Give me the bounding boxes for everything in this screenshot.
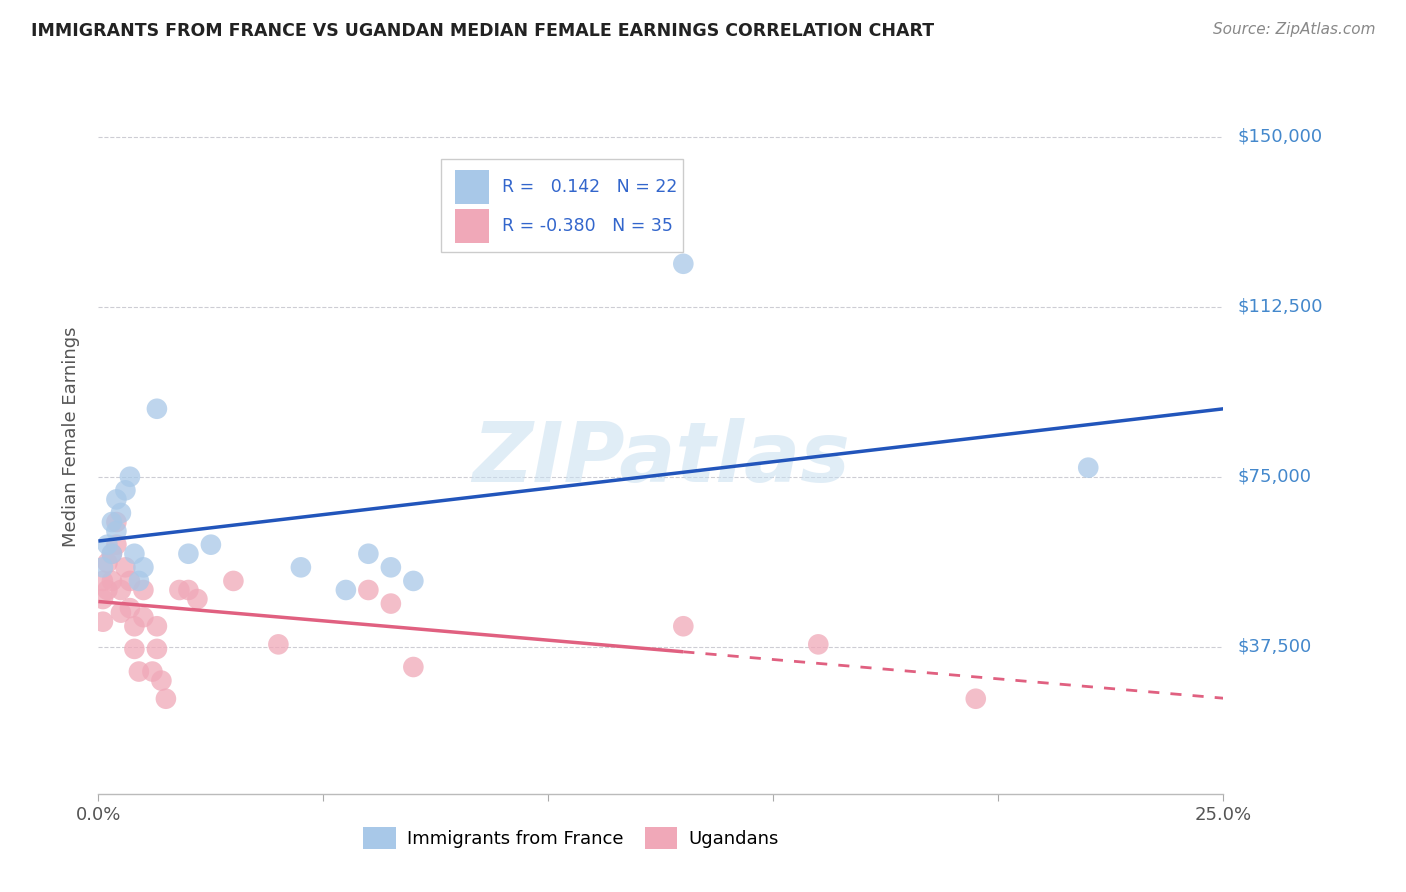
Point bbox=[105, 538, 128, 552]
Point bbox=[380, 597, 402, 611]
Point bbox=[91, 615, 114, 629]
Point bbox=[110, 506, 132, 520]
Point bbox=[169, 582, 191, 597]
Point bbox=[128, 665, 150, 679]
Point bbox=[132, 582, 155, 597]
Text: R =   0.142   N = 22: R = 0.142 N = 22 bbox=[502, 178, 678, 196]
Legend: Immigrants from France, Ugandans: Immigrants from France, Ugandans bbox=[356, 820, 786, 856]
Point bbox=[118, 574, 141, 588]
Point bbox=[177, 547, 200, 561]
Text: Source: ZipAtlas.com: Source: ZipAtlas.com bbox=[1212, 22, 1375, 37]
Point bbox=[91, 592, 114, 607]
Y-axis label: Median Female Earnings: Median Female Earnings bbox=[62, 326, 80, 548]
Point bbox=[110, 606, 132, 620]
Point bbox=[110, 582, 132, 597]
Point bbox=[132, 610, 155, 624]
Text: $112,500: $112,500 bbox=[1237, 298, 1323, 316]
Point bbox=[132, 560, 155, 574]
Point bbox=[186, 592, 208, 607]
Point bbox=[672, 257, 695, 271]
Point bbox=[290, 560, 312, 574]
Point bbox=[380, 560, 402, 574]
Point bbox=[96, 538, 118, 552]
Point bbox=[222, 574, 245, 588]
Point bbox=[402, 660, 425, 674]
Point bbox=[101, 515, 124, 529]
Text: IMMIGRANTS FROM FRANCE VS UGANDAN MEDIAN FEMALE EARNINGS CORRELATION CHART: IMMIGRANTS FROM FRANCE VS UGANDAN MEDIAN… bbox=[31, 22, 934, 40]
Point bbox=[101, 547, 124, 561]
Point bbox=[150, 673, 173, 688]
Point bbox=[200, 538, 222, 552]
Point bbox=[335, 582, 357, 597]
Point bbox=[118, 601, 141, 615]
Point bbox=[807, 637, 830, 651]
Point bbox=[101, 574, 124, 588]
Point bbox=[114, 560, 136, 574]
FancyBboxPatch shape bbox=[441, 159, 683, 252]
Point bbox=[124, 641, 146, 656]
Point bbox=[91, 560, 114, 574]
FancyBboxPatch shape bbox=[456, 210, 489, 243]
Text: $37,500: $37,500 bbox=[1237, 638, 1312, 656]
Point bbox=[124, 547, 146, 561]
Point bbox=[105, 492, 128, 507]
Text: $75,000: $75,000 bbox=[1237, 467, 1312, 486]
Point bbox=[146, 641, 169, 656]
Point bbox=[141, 665, 163, 679]
Point bbox=[177, 582, 200, 597]
Point bbox=[267, 637, 290, 651]
Text: ZIPatlas: ZIPatlas bbox=[472, 418, 849, 499]
Point bbox=[155, 691, 177, 706]
Point bbox=[101, 547, 124, 561]
Point bbox=[357, 582, 380, 597]
Text: R = -0.380   N = 35: R = -0.380 N = 35 bbox=[502, 218, 673, 235]
Point bbox=[965, 691, 987, 706]
Point bbox=[118, 469, 141, 483]
Point bbox=[402, 574, 425, 588]
Point bbox=[96, 582, 118, 597]
FancyBboxPatch shape bbox=[456, 170, 489, 203]
Text: $150,000: $150,000 bbox=[1237, 128, 1322, 146]
Point bbox=[96, 556, 118, 570]
Point bbox=[146, 401, 169, 416]
Point bbox=[1077, 460, 1099, 475]
Point bbox=[357, 547, 380, 561]
Point bbox=[105, 524, 128, 538]
Point bbox=[114, 483, 136, 498]
Point bbox=[128, 574, 150, 588]
Point bbox=[672, 619, 695, 633]
Point bbox=[124, 619, 146, 633]
Point bbox=[91, 574, 114, 588]
Point bbox=[105, 515, 128, 529]
Point bbox=[146, 619, 169, 633]
